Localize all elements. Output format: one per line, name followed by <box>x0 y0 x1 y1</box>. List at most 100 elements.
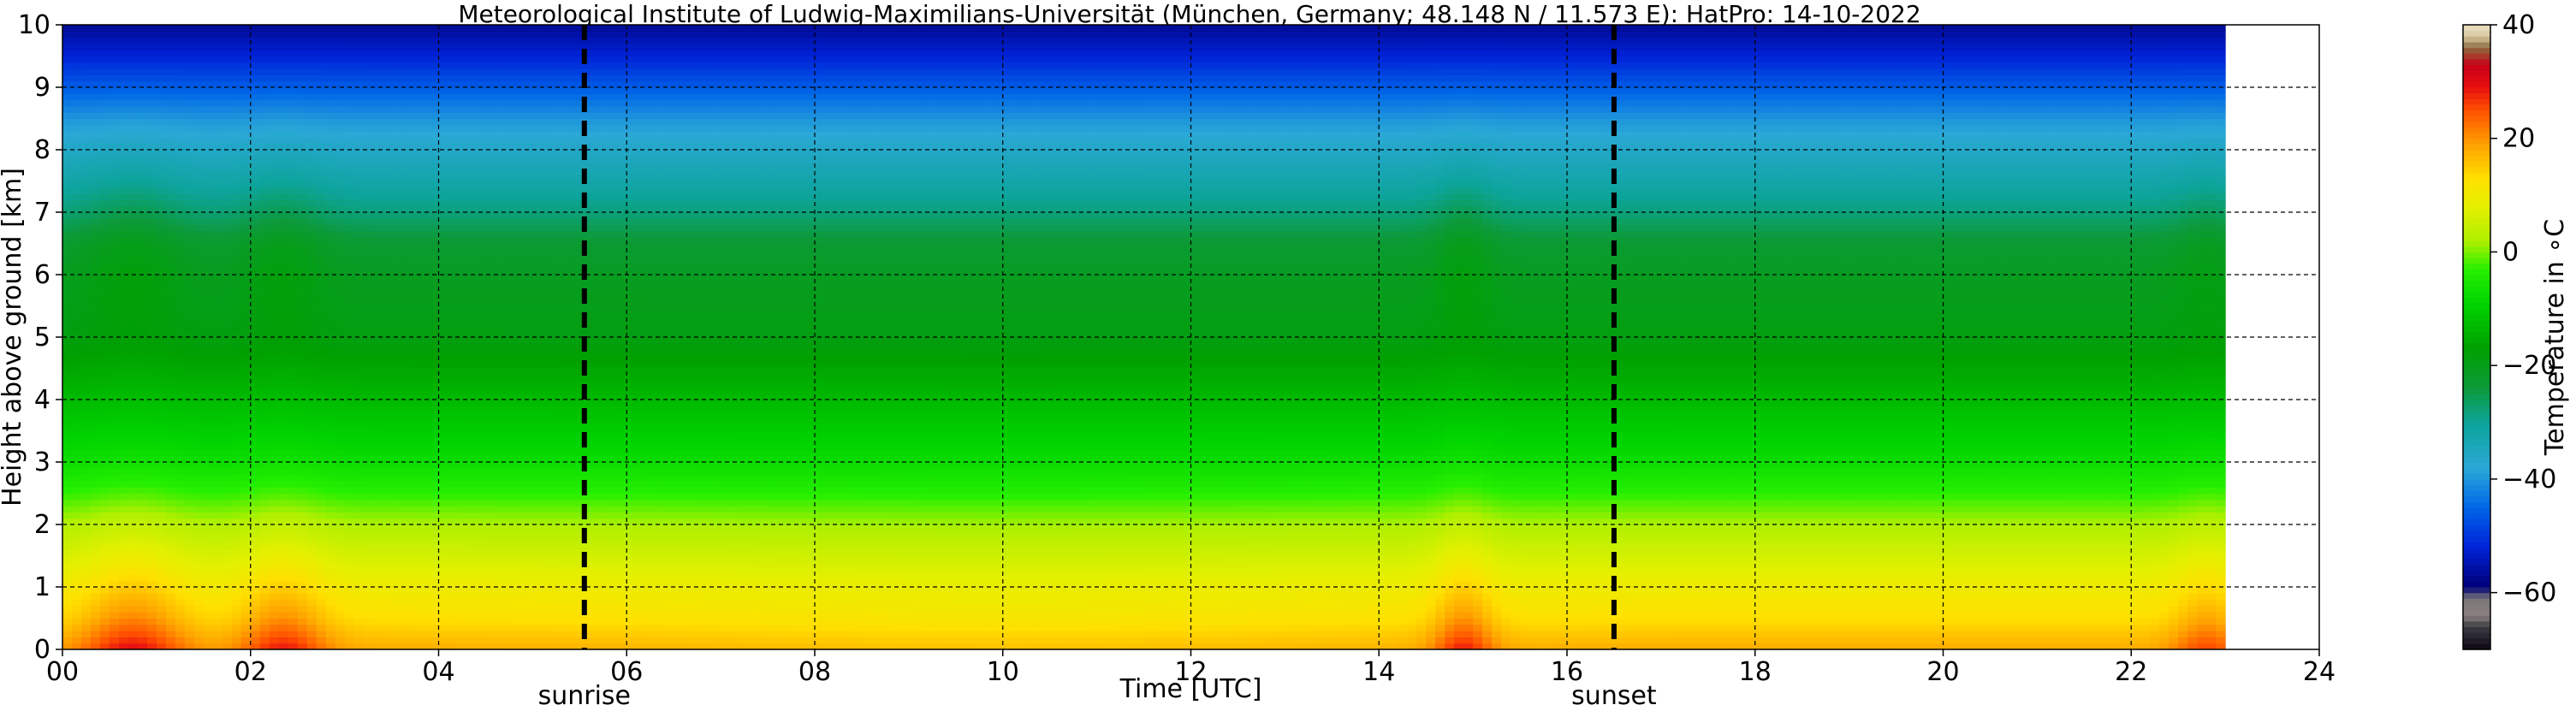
heatmap-cell <box>354 106 365 113</box>
heatmap-cell <box>298 412 308 419</box>
heatmap-cell <box>119 530 129 537</box>
heatmap-cell <box>458 631 468 637</box>
heatmap-cell <box>307 350 318 357</box>
heatmap-cell <box>523 299 533 306</box>
heatmap-cell <box>175 494 186 501</box>
heatmap-cell <box>495 562 505 569</box>
heatmap-cell <box>307 74 318 81</box>
heatmap-cell <box>495 387 505 394</box>
heatmap-cell <box>260 387 270 394</box>
heatmap-cell <box>223 125 233 132</box>
heatmap-cell <box>458 56 468 63</box>
heatmap-cell <box>157 568 167 575</box>
heatmap-cell <box>213 218 223 225</box>
heatmap-cell <box>110 31 120 38</box>
heatmap-cell <box>298 631 308 637</box>
heatmap-cell <box>439 449 449 456</box>
heatmap-cell <box>467 262 478 269</box>
heatmap-cell <box>401 481 412 488</box>
heatmap-cell <box>91 218 101 225</box>
heatmap-cell <box>157 487 167 494</box>
heatmap-cell <box>119 262 129 269</box>
heatmap-cell <box>119 424 129 431</box>
heatmap-cell <box>147 500 157 507</box>
heatmap-cell <box>223 437 233 444</box>
heatmap-cell <box>354 375 365 382</box>
heatmap-cell <box>204 625 214 631</box>
heatmap-cell <box>364 31 374 38</box>
heatmap-cell <box>411 50 421 56</box>
heatmap-cell <box>335 281 346 287</box>
heatmap-cell <box>335 218 346 225</box>
heatmap-cell <box>166 437 176 444</box>
heatmap-cell <box>430 468 440 475</box>
heatmap-cell <box>91 237 101 244</box>
heatmap-cell <box>232 306 242 313</box>
heatmap-cell <box>204 106 214 113</box>
heatmap-cell <box>485 62 496 69</box>
heatmap-cell <box>439 443 449 450</box>
heatmap-cell <box>175 556 186 563</box>
heatmap-cell <box>72 350 82 357</box>
heatmap-cell <box>401 625 412 631</box>
heatmap-cell <box>467 106 478 113</box>
heatmap-cell <box>119 87 129 94</box>
heatmap-cell <box>72 424 82 431</box>
heatmap-cell <box>420 218 430 225</box>
heatmap-cell <box>279 612 289 619</box>
heatmap-cell <box>251 299 261 306</box>
heatmap-cell <box>383 137 393 144</box>
heatmap-cell <box>185 318 195 325</box>
heatmap-cell <box>166 93 176 100</box>
heatmap-cell <box>241 175 252 181</box>
heatmap-cell <box>392 543 402 550</box>
heatmap-cell <box>335 600 346 607</box>
heatmap-cell <box>232 343 242 350</box>
heatmap-cell <box>448 593 459 600</box>
heatmap-cell <box>504 506 514 512</box>
heatmap-cell <box>166 287 176 294</box>
heatmap-cell <box>485 225 496 232</box>
heatmap-cell <box>298 449 308 456</box>
heatmap-cell <box>270 31 280 38</box>
heatmap-cell <box>128 181 139 188</box>
heatmap-cell <box>110 487 120 494</box>
heatmap-cell <box>335 437 346 444</box>
heatmap-cell <box>383 612 393 619</box>
heatmap-cell <box>485 68 496 75</box>
heatmap-cell <box>223 56 233 63</box>
heatmap-cell <box>392 93 402 100</box>
heatmap-cell <box>467 112 478 119</box>
heatmap-cell <box>91 231 101 238</box>
heatmap-cell <box>213 193 223 200</box>
heatmap-cell <box>411 106 421 113</box>
heatmap-cell <box>335 212 346 219</box>
heatmap-cell <box>392 287 402 294</box>
heatmap-cell <box>307 112 318 119</box>
heatmap-cell <box>241 543 252 550</box>
heatmap-cell <box>439 494 449 501</box>
heatmap-cell <box>317 275 327 281</box>
heatmap-cell <box>166 237 176 244</box>
heatmap-cell <box>81 181 92 188</box>
heatmap-cell <box>110 231 120 238</box>
heatmap-cell <box>345 431 355 438</box>
heatmap-cell <box>485 262 496 269</box>
heatmap-cell <box>213 362 223 369</box>
heatmap-cell <box>335 31 346 38</box>
heatmap-cell <box>288 137 299 144</box>
heatmap-cell <box>485 431 496 438</box>
heatmap-cell <box>420 375 430 382</box>
heatmap-cell <box>91 475 101 482</box>
heatmap-cell <box>91 612 101 619</box>
heatmap-cell <box>485 25 496 32</box>
heatmap-cell <box>411 163 421 169</box>
heatmap-cell <box>175 31 186 38</box>
heatmap-cell <box>147 606 157 613</box>
heatmap-cell <box>279 93 289 100</box>
heatmap-cell <box>279 637 289 643</box>
heatmap-cell <box>485 293 496 300</box>
heatmap-cell <box>298 600 308 607</box>
heatmap-cell <box>439 462 449 469</box>
heatmap-cell <box>72 343 82 350</box>
